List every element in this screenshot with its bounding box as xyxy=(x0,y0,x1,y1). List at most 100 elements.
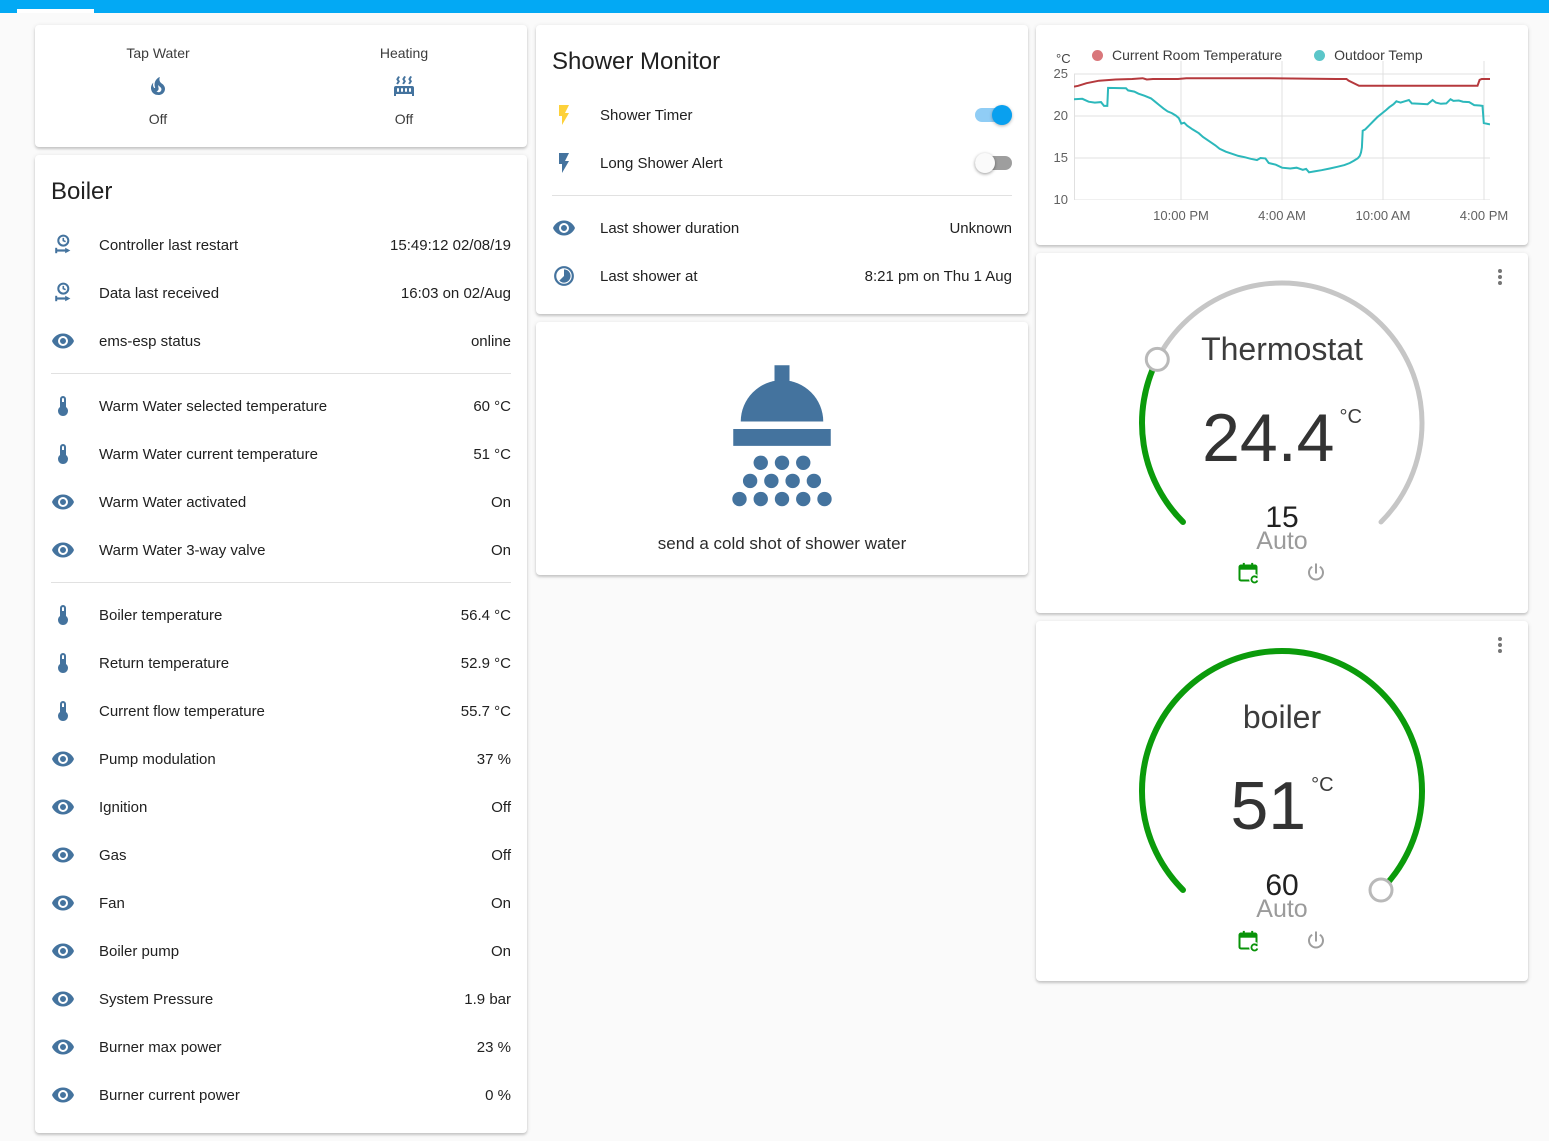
long-shower-alert-toggle[interactable] xyxy=(975,153,1012,173)
entity-value: Unknown xyxy=(949,219,1012,237)
entity-row[interactable]: Burner max power 23 % xyxy=(35,1023,527,1071)
entity-row[interactable]: Return temperature 52.9 °C xyxy=(35,639,527,687)
entity-value: 0 % xyxy=(485,1086,511,1104)
entity-row[interactable]: Burner current power 0 % xyxy=(35,1071,527,1119)
current-temperature: 51 °C xyxy=(1230,768,1334,844)
entity-value: 51 °C xyxy=(473,445,511,463)
entity-row[interactable]: Warm Water 3-way valve On xyxy=(35,526,527,574)
entity-row[interactable]: Warm Water activated On xyxy=(35,478,527,526)
dial-title: Thermostat xyxy=(1201,331,1363,367)
entity-label: Pump modulation xyxy=(99,750,216,768)
entity-value: Off xyxy=(491,846,511,864)
entity-row[interactable]: Pump modulation 37 % xyxy=(35,735,527,783)
action-caption: send a cold shot of shower water xyxy=(657,534,907,553)
eye-icon xyxy=(51,329,75,353)
entity-value: 8:21 pm on Thu 1 Aug xyxy=(864,267,1012,285)
glance-label: Tap Water xyxy=(126,45,190,61)
entity-label: Data last received xyxy=(99,284,220,302)
active-tab-indicator[interactable] xyxy=(17,9,94,13)
boiler-card: Boiler Controller last restart 15:49:12 … xyxy=(35,155,527,1133)
legend-label-outdoor[interactable]: Outdoor Temp xyxy=(1334,47,1423,63)
toggle-thumb[interactable] xyxy=(992,105,1012,125)
divider xyxy=(552,195,1012,196)
entity-row[interactable]: Last shower duration Unknown xyxy=(536,204,1028,252)
entity-label: Boiler temperature xyxy=(99,606,223,624)
legend-label-room[interactable]: Current Room Temperature xyxy=(1112,47,1283,63)
eye-icon xyxy=(51,747,75,771)
toggle-thumb[interactable] xyxy=(975,153,995,173)
entity-row[interactable]: Boiler pump On xyxy=(35,927,527,975)
entity-value: 37 % xyxy=(476,750,511,768)
calendar-sync-icon[interactable] xyxy=(1236,559,1260,586)
thermometer-icon xyxy=(51,603,75,627)
eye-icon xyxy=(51,939,75,963)
legend-dot-room xyxy=(1092,49,1103,61)
entity-label: Current flow temperature xyxy=(99,702,265,720)
x-tick: 10:00 PM xyxy=(1153,208,1209,223)
entity-row-shower-timer[interactable]: Shower Timer xyxy=(536,91,1028,139)
entity-row[interactable]: Warm Water current temperature 51 °C xyxy=(35,430,527,478)
y-tick: 10 xyxy=(1053,192,1068,207)
chart-legend: Current Room Temperature Outdoor Temp xyxy=(1092,47,1423,63)
entity-row[interactable]: Warm Water selected temperature 60 °C xyxy=(35,382,527,430)
eye-icon xyxy=(51,843,75,867)
entity-row[interactable]: System Pressure 1.9 bar xyxy=(35,975,527,1023)
entity-value: On xyxy=(490,942,511,960)
entity-row[interactable]: Fan On xyxy=(35,879,527,927)
entity-value: 60 °C xyxy=(473,397,511,415)
temperature-unit: °C xyxy=(1339,406,1362,428)
eye-icon xyxy=(51,795,75,819)
calendar-sync-icon[interactable] xyxy=(1236,927,1260,954)
y-tick: 25 xyxy=(1053,66,1068,81)
entity-row[interactable]: Controller last restart 15:49:12 02/08/1… xyxy=(35,221,527,269)
shower-timer-toggle[interactable] xyxy=(975,105,1012,125)
entity-row[interactable]: ems-esp status online xyxy=(35,317,527,365)
entity-label: Shower Timer xyxy=(600,106,693,124)
x-tick: 4:00 PM xyxy=(1459,208,1509,223)
thermostat-dial[interactable] xyxy=(1036,253,1528,613)
clock-start-icon xyxy=(51,233,75,257)
history-plot[interactable] xyxy=(1074,61,1490,200)
entity-label: Burner current power xyxy=(99,1086,240,1104)
thermometer-icon xyxy=(51,651,75,675)
glance-item-heating[interactable]: Heating Off xyxy=(281,45,527,127)
thermometer-icon xyxy=(51,394,75,418)
entity-row[interactable]: Current flow temperature 55.7 °C xyxy=(35,687,527,735)
y-tick: 15 xyxy=(1053,150,1068,165)
entity-value: 55.7 °C xyxy=(460,702,511,720)
glance-label: Heating xyxy=(379,45,429,61)
radiator-icon xyxy=(392,74,416,98)
power-icon[interactable] xyxy=(1304,559,1328,586)
target-temperature: 60 xyxy=(1265,869,1299,902)
shower-head-icon xyxy=(707,352,857,516)
temperature-unit: °C xyxy=(1311,774,1334,796)
entity-row[interactable]: Gas Off xyxy=(35,831,527,879)
eye-icon xyxy=(552,216,576,240)
entity-label: Ignition xyxy=(99,798,148,816)
cold-shot-action-card[interactable]: send a cold shot of shower water xyxy=(536,322,1028,575)
card-title: Boiler xyxy=(51,178,113,205)
fire-icon xyxy=(146,74,170,98)
entity-value: On xyxy=(490,894,511,912)
glance-state: Off xyxy=(394,111,414,127)
entity-value: On xyxy=(490,493,511,511)
dial-title: boiler xyxy=(1242,699,1322,735)
entity-row[interactable]: Data last received 16:03 on 02/Aug xyxy=(35,269,527,317)
entity-row-long-shower-alert[interactable]: Long Shower Alert xyxy=(536,139,1028,187)
entity-row[interactable]: Boiler temperature 56.4 °C xyxy=(35,591,527,639)
entity-row[interactable]: Last shower at 8:21 pm on Thu 1 Aug xyxy=(536,252,1028,300)
boiler-dial[interactable] xyxy=(1036,621,1528,981)
entity-label: Controller last restart xyxy=(99,236,239,254)
eye-icon xyxy=(51,987,75,1011)
power-icon[interactable] xyxy=(1304,927,1328,954)
app-header xyxy=(0,0,1549,13)
entity-label: Last shower at xyxy=(600,267,698,285)
target-temperature: 15 xyxy=(1265,501,1299,534)
y-tick: 20 xyxy=(1053,108,1068,123)
eye-icon xyxy=(51,1035,75,1059)
glance-item-tap-water[interactable]: Tap Water Off xyxy=(35,45,281,127)
entity-label: ems-esp status xyxy=(99,332,201,350)
eye-icon xyxy=(51,490,75,514)
entity-label: Boiler pump xyxy=(99,942,180,960)
entity-row[interactable]: Ignition Off xyxy=(35,783,527,831)
